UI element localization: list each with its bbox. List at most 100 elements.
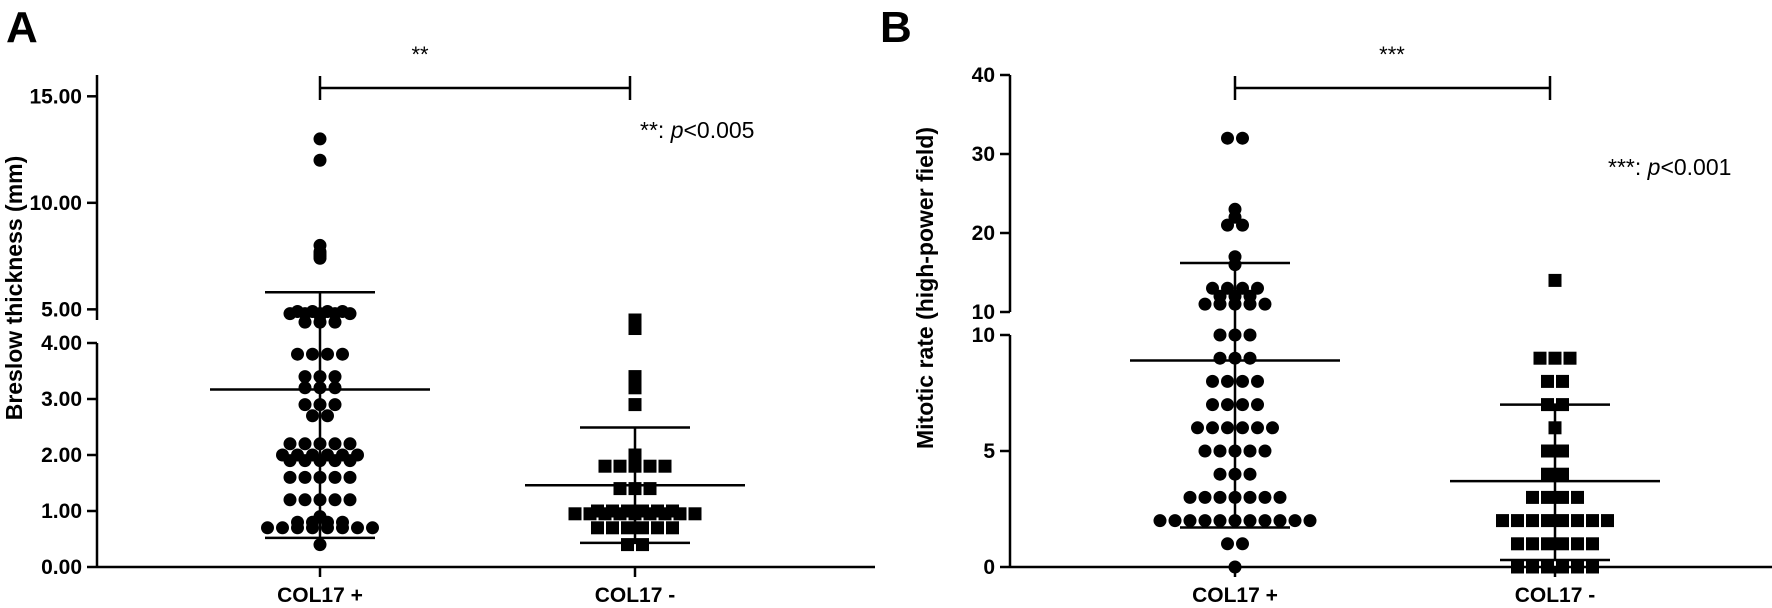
panel-b-data-point-square [1571, 514, 1584, 528]
panel-b-y-tick-label: 40 [972, 64, 995, 87]
panel-b-data-point-circle [1213, 297, 1227, 311]
panel-b-data-point-circle [1213, 490, 1227, 504]
panel-b-data-point-circle [1213, 467, 1227, 481]
panel-b-data-point-circle [1168, 514, 1182, 528]
panel-a-data-point-circle [298, 398, 312, 412]
panel-b-data-point-circle [1213, 514, 1227, 528]
panel-b-data-point-square [1563, 351, 1577, 365]
panel-a-y-tick-label: 4.00 [41, 332, 82, 355]
panel-b-data-point-square [1526, 514, 1539, 528]
panel-a-data-point-square [568, 507, 582, 521]
panel-b-data-point-circle [1213, 351, 1227, 365]
panel-b-data-point-circle [1251, 421, 1264, 435]
panel-b-data-point-circle [1266, 421, 1279, 435]
panel-a-data-point-square [598, 459, 612, 473]
panel-b-data-point-square [1541, 444, 1554, 458]
panel-b-data-point-circle [1221, 218, 1234, 232]
panel-b-data-point-square [1541, 467, 1554, 481]
panel-a-data-point-circle [328, 398, 342, 412]
panel-b-data-point-square [1556, 374, 1569, 388]
panel-a-data-point-circle [291, 521, 304, 535]
panel-b-data-point-circle [1243, 328, 1257, 342]
panel-a-data-point-circle [321, 521, 334, 535]
panel-a-data-point-square [613, 507, 627, 521]
panel-b-data-point-circle [1243, 444, 1257, 458]
panel-b-data-point-square [1526, 537, 1539, 551]
panel-b-data-point-circle [1206, 374, 1219, 388]
panel-b-data-point-circle [1251, 398, 1264, 412]
panel-a-data-point-circle [291, 347, 304, 361]
panel-a-data-point-circle [306, 521, 319, 535]
panel-b-y-tick-label: 5 [983, 440, 995, 463]
panel-a-data-point-circle [321, 347, 334, 361]
panel-a-data-point-circle [328, 470, 342, 484]
panel-b-data-point-square [1556, 560, 1569, 574]
panel-a-data-point-circle [298, 454, 312, 468]
panel-a-y-tick-label: 0.00 [41, 556, 82, 579]
panel-b-data-point-square [1571, 560, 1584, 574]
panel-a-p-value-stars: **: [640, 117, 671, 143]
panel-b-y-tick-label: 10 [972, 301, 995, 324]
panel-b-data-point-circle [1273, 514, 1287, 528]
panel-a-data-point-circle [336, 347, 349, 361]
panel-b-data-point-square [1586, 537, 1599, 551]
panel-a-data-point-square [621, 538, 634, 552]
panel-b-data-point-square [1526, 560, 1539, 574]
panel-b-p-value-stars: ***: [1608, 154, 1648, 180]
panel-a-p-value-symbol: p [670, 117, 684, 143]
panel-b-data-point-square [1526, 490, 1539, 504]
panel-a-data-point-square [628, 381, 642, 395]
panel-a-data-point-square [673, 507, 687, 521]
panel-a-data-point-circle [298, 437, 312, 451]
panel-a-data-point-circle [343, 437, 357, 451]
panel-a-data-point-circle [328, 381, 342, 395]
panel-a-data-point-circle [283, 493, 297, 507]
panel-a-data-point-square [606, 521, 619, 535]
panel-a-data-point-square [628, 322, 642, 336]
panel-b-data-point-square [1548, 351, 1562, 365]
panel-a-data-point-circle [306, 347, 319, 361]
panel-a-data-point-square [628, 370, 642, 384]
panel-a-data-point-circle [328, 437, 342, 451]
panel-a-data-point-square [598, 507, 612, 521]
panel-a-data-point-circle [276, 521, 289, 535]
panel-b-data-point-circle [1191, 421, 1204, 435]
panel-a-data-point-circle [313, 132, 327, 146]
panel-b-data-point-square [1556, 537, 1569, 551]
panel-a-data-point-circle [283, 307, 297, 321]
panel-b-data-point-circle [1251, 374, 1264, 388]
panel-a-data-point-square [613, 459, 627, 473]
panel-b-data-point-circle [1213, 444, 1227, 458]
panel-a-data-point-square [643, 459, 657, 473]
panel-b-data-point-circle [1206, 398, 1219, 412]
panel-a-data-point-circle [343, 470, 357, 484]
panel-b-data-point-square [1586, 560, 1599, 574]
panel-a-data-point-square [621, 521, 634, 535]
panel-a-data-point-square [658, 507, 672, 521]
panel-b-data-point-square [1556, 514, 1569, 528]
panel-b-data-point-circle [1221, 131, 1234, 145]
panel-b-p-value-threshold: <0.001 [1660, 154, 1731, 180]
panel-a-data-point-circle [298, 381, 312, 395]
panel-b-data-point-circle [1243, 467, 1257, 481]
panel-a-data-point-circle [283, 437, 297, 451]
panel-a-data-point-circle [328, 370, 342, 384]
panel-a-significance-stars: ** [411, 42, 429, 67]
panel-b-data-point-square [1511, 537, 1524, 551]
panel-a-data-point-circle [298, 470, 312, 484]
panel-a-y-tick-label: 3.00 [41, 388, 82, 411]
panel-a-data-point-circle [336, 521, 349, 535]
panel-b-data-point-circle [1221, 398, 1234, 412]
panel-a-data-point-circle [313, 153, 327, 167]
panel-b-y-tick-label: 20 [972, 222, 995, 245]
panel-b-data-point-circle [1236, 537, 1249, 551]
panel-b-data-point-circle [1243, 297, 1257, 311]
panel-a-data-point-circle [328, 454, 342, 468]
panel-a-data-point-circle [343, 307, 357, 321]
panel-b-data-point-circle [1236, 218, 1249, 232]
panel-a-data-point-square [628, 398, 642, 412]
panel-b-y-tick-label: 0 [983, 556, 995, 579]
panel-b-data-point-square [1548, 273, 1562, 287]
panel-b: B Mitotic rate (high-power field) *** **… [880, 3, 1772, 607]
